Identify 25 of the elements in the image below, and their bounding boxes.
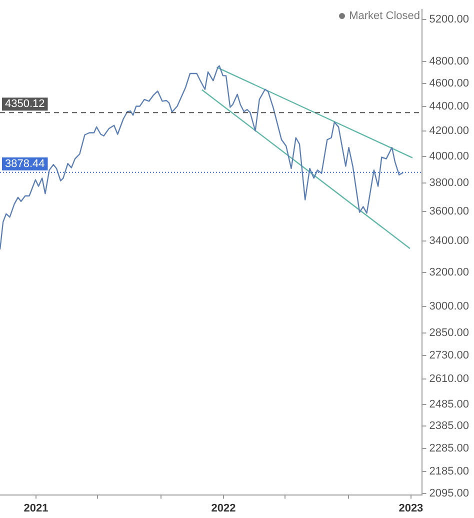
- x-tick-label: 2021: [24, 502, 48, 514]
- y-tick-label: 2385.00: [429, 420, 470, 432]
- y-tick-label: 2095.00: [429, 488, 470, 500]
- y-tick-label: 2730.00: [429, 350, 470, 362]
- y-tick-label: 3000.00: [429, 300, 470, 312]
- x-tick-label: 2023: [398, 502, 424, 514]
- y-tick-label: 4000.00: [429, 150, 470, 162]
- y-tick-label: 2610.00: [429, 372, 470, 385]
- y-tick-label: 3200.00: [429, 266, 470, 279]
- y-tick-label: 3600.00: [429, 205, 470, 218]
- y-tick-label: 5200.00: [429, 14, 470, 26]
- ref-line-label: 4350.12: [5, 98, 45, 110]
- ref-line-label: 3878.44: [5, 158, 45, 170]
- y-tick-label: 2185.00: [429, 466, 470, 478]
- y-tick-label: 4200.00: [429, 124, 470, 137]
- y-tick-label: 3400.00: [429, 235, 470, 248]
- y-tick-label: 4400.00: [429, 100, 470, 113]
- y-tick-label: 4800.00: [429, 55, 470, 68]
- annotation: Market Closed: [349, 10, 420, 22]
- y-tick-label: 4600.00: [429, 77, 470, 90]
- y-tick-label: 2850.00: [429, 327, 470, 340]
- y-tick-label: 2285.00: [429, 442, 470, 454]
- y-tick-label: 3800.00: [429, 177, 470, 190]
- x-tick-label: 2022: [211, 502, 236, 514]
- y-tick-label: 2485.00: [429, 398, 470, 411]
